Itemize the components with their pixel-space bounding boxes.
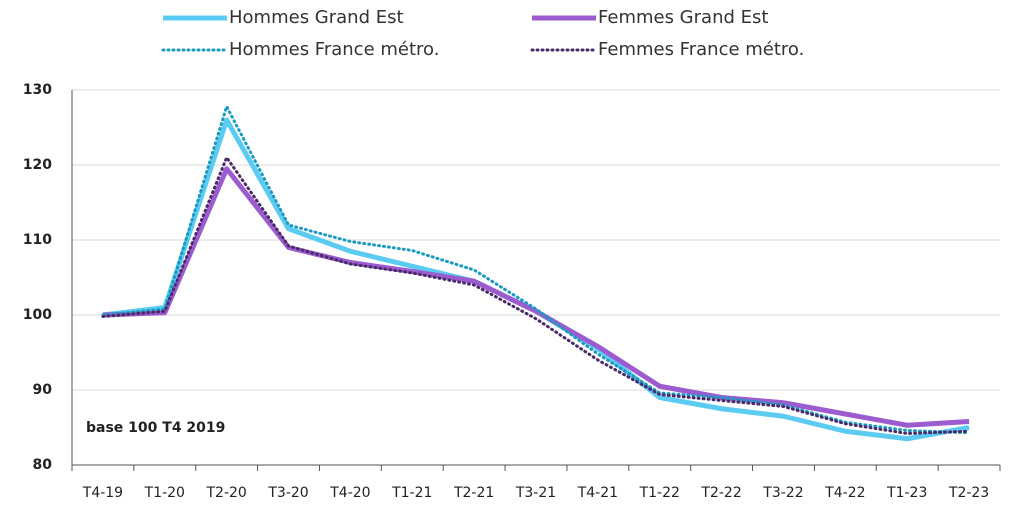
series-line (101, 156, 971, 435)
x-tick-label: T4-20 (329, 485, 370, 501)
series-line (102, 166, 970, 428)
legend-label: Hommes France métro. (229, 39, 439, 60)
y-tick-label: 110 (23, 232, 52, 248)
y-tick-label: 130 (23, 82, 52, 98)
legend-label: Femmes Grand Est (598, 7, 768, 28)
y-tick-label: 100 (23, 307, 52, 323)
y-tick-label: 80 (33, 457, 53, 473)
x-tick-label: T2-21 (453, 485, 494, 501)
legend-label: Hommes Grand Est (229, 7, 404, 28)
x-tick-label: T2-20 (206, 485, 247, 501)
y-tick-label: 120 (23, 157, 52, 173)
x-tick-label: T2-22 (700, 485, 741, 501)
x-tick-label: T3-22 (762, 485, 803, 501)
annotation: base 100 T4 2019 (86, 420, 225, 436)
x-tick-label: T3-21 (515, 485, 556, 501)
x-tick-label: T1-23 (886, 485, 927, 501)
x-tick-label: T2-23 (948, 485, 989, 501)
x-tick-label: T4-19 (82, 485, 123, 501)
x-tick-label: T1-22 (639, 485, 680, 501)
legend-label: Femmes France métro. (598, 39, 804, 60)
y-tick-label: 90 (33, 382, 53, 398)
series-line (101, 105, 971, 435)
x-tick-label: T1-21 (391, 485, 432, 501)
x-tick-label: T4-22 (824, 485, 865, 501)
x-tick-label: T1-20 (144, 485, 185, 501)
x-tick-label: T3-20 (267, 485, 308, 501)
x-tick-label: T4-21 (577, 485, 618, 501)
